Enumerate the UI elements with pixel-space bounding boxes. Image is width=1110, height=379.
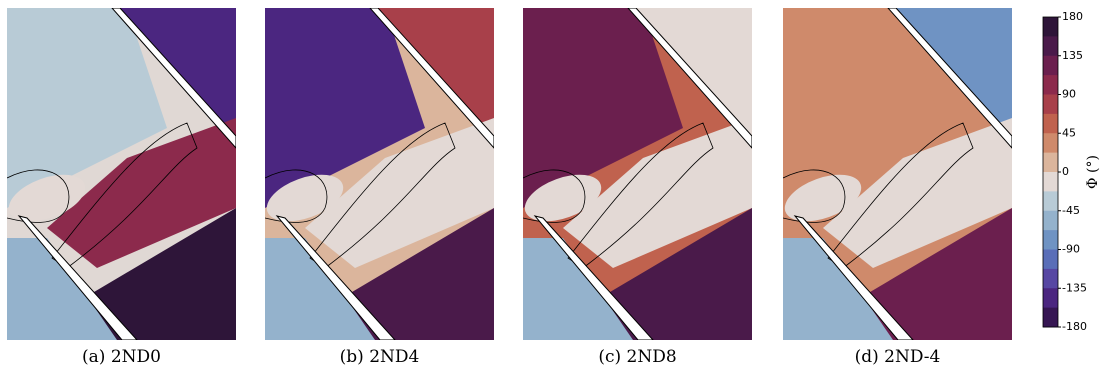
contour-region: [823, 118, 1012, 268]
colorbar-band: [1043, 152, 1058, 173]
colorbar-band: [1043, 172, 1058, 192]
contour-region: [563, 118, 752, 268]
colorbar-band: [1043, 75, 1058, 95]
colorbar-label: Φ (°): [1085, 155, 1101, 189]
panel-caption: (c) 2ND8: [598, 347, 676, 367]
contour-panel: [783, 8, 1012, 340]
colorbar-tick-label: 90: [1062, 88, 1076, 101]
colorbar-band: [1043, 17, 1058, 37]
blade: [111, 8, 236, 149]
contour-region: [265, 8, 425, 208]
contour-panel: [523, 8, 752, 340]
blade: [275, 215, 396, 340]
contour-region: [523, 8, 683, 208]
contour-region: [7, 8, 167, 208]
colorbar-tick-label: 0: [1062, 165, 1069, 178]
colorbar-tick-label: -135: [1062, 281, 1087, 294]
blade: [369, 8, 494, 149]
colorbar-band: [1043, 36, 1058, 57]
colorbar-tick-label: 45: [1062, 126, 1076, 139]
contour-region: [783, 8, 943, 208]
contour-region: [843, 208, 1012, 340]
contour-region: [47, 118, 236, 268]
blade: [17, 215, 138, 340]
panel-caption: (b) 2ND4: [340, 347, 420, 367]
blade: [627, 8, 752, 149]
contour-region: [783, 238, 893, 340]
colorbar-band: [1043, 230, 1058, 250]
colorbar-band: [1043, 307, 1058, 328]
colorbar-band: [1043, 210, 1058, 231]
colorbar-band: [1043, 94, 1058, 115]
colorbar-tick-label: -90: [1062, 243, 1080, 256]
colorbar-tick-label: -45: [1062, 204, 1080, 217]
colorbar-band: [1043, 133, 1058, 154]
contour-line: [51, 122, 198, 269]
contour-region: [305, 118, 494, 268]
blade: [533, 215, 654, 340]
contour-region: [7, 238, 117, 340]
colorbar-tick-label: 135: [1062, 49, 1083, 62]
contour-region: [67, 208, 236, 340]
colorbar-band: [1043, 191, 1058, 212]
colorbar-band: [1043, 268, 1058, 289]
blade: [887, 8, 1012, 149]
colorbar-band: [1043, 113, 1058, 134]
colorbar-tick-label: 180: [1062, 10, 1083, 23]
colorbar-band: [1043, 288, 1058, 309]
contour-line: [827, 122, 974, 269]
panel-caption: (a) 2ND0: [82, 347, 161, 367]
contour-line: [309, 122, 456, 269]
colorbar-band: [1043, 249, 1058, 270]
contour-line: [567, 122, 714, 269]
colorbar-tick-label: -180: [1062, 320, 1087, 333]
panel-caption: (d) 2ND-4: [855, 347, 941, 367]
contour-region: [583, 208, 752, 340]
contour-region: [523, 238, 633, 340]
contour-panel: [265, 8, 494, 340]
contour-region: [265, 238, 375, 340]
colorbar-band: [1043, 55, 1058, 76]
blade: [793, 215, 914, 340]
contour-region: [325, 208, 494, 340]
contour-panel: [7, 8, 236, 340]
